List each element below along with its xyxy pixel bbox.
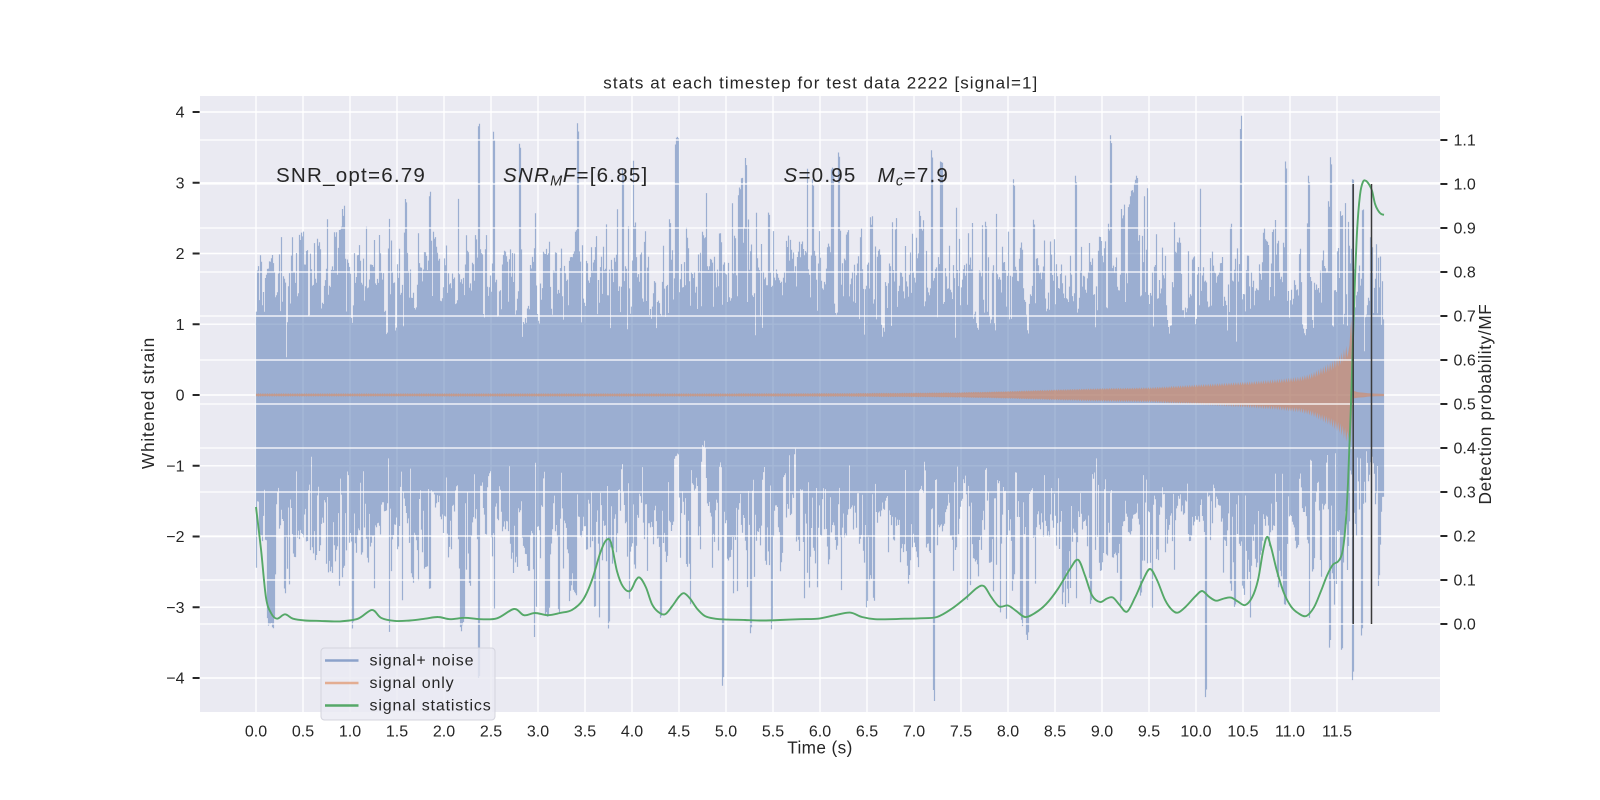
svg-text:−4: −4 xyxy=(166,671,184,688)
svg-text:0.9: 0.9 xyxy=(1454,221,1476,238)
svg-text:10.0: 10.0 xyxy=(1180,724,1211,741)
svg-text:6.0: 6.0 xyxy=(809,724,831,741)
svg-text:signal statistics: signal statistics xyxy=(370,698,492,715)
svg-text:Mc=7.9: Mc=7.9 xyxy=(878,164,950,190)
svg-text:3.5: 3.5 xyxy=(574,724,596,741)
svg-text:0.3: 0.3 xyxy=(1454,485,1476,502)
svg-text:1.0: 1.0 xyxy=(1454,177,1476,194)
svg-text:signal only: signal only xyxy=(370,675,455,692)
svg-text:0.6: 0.6 xyxy=(1454,353,1476,370)
svg-text:1.1: 1.1 xyxy=(1454,133,1476,150)
svg-text:1.0: 1.0 xyxy=(339,724,361,741)
svg-text:3.0: 3.0 xyxy=(527,724,549,741)
svg-text:5.5: 5.5 xyxy=(762,724,784,741)
svg-text:9.5: 9.5 xyxy=(1138,724,1160,741)
svg-text:5.0: 5.0 xyxy=(715,724,737,741)
svg-text:−1: −1 xyxy=(166,458,184,475)
svg-text:Time (s): Time (s) xyxy=(787,738,853,758)
svg-text:6.5: 6.5 xyxy=(856,724,878,741)
svg-text:0.0: 0.0 xyxy=(245,724,267,741)
svg-text:8.5: 8.5 xyxy=(1044,724,1066,741)
svg-text:1.5: 1.5 xyxy=(386,724,408,741)
svg-text:8.0: 8.0 xyxy=(997,724,1019,741)
svg-text:11.0: 11.0 xyxy=(1275,724,1305,741)
svg-text:0.5: 0.5 xyxy=(292,724,314,741)
svg-text:4.0: 4.0 xyxy=(621,724,643,741)
svg-text:7.5: 7.5 xyxy=(950,724,972,741)
svg-text:0.8: 0.8 xyxy=(1454,265,1476,282)
svg-text:2: 2 xyxy=(176,246,185,263)
svg-text:0.5: 0.5 xyxy=(1454,397,1476,414)
svg-text:7.0: 7.0 xyxy=(903,724,925,741)
svg-text:S=0.95: S=0.95 xyxy=(784,164,857,187)
svg-text:0.4: 0.4 xyxy=(1454,441,1476,458)
svg-text:0.7: 0.7 xyxy=(1454,309,1476,326)
svg-text:4.5: 4.5 xyxy=(668,724,690,741)
svg-text:signal+ noise: signal+ noise xyxy=(370,653,475,670)
svg-text:0.0: 0.0 xyxy=(1454,617,1476,634)
svg-text:9.0: 9.0 xyxy=(1091,724,1113,741)
svg-text:−2: −2 xyxy=(166,529,184,546)
svg-text:−3: −3 xyxy=(166,600,184,617)
svg-text:Detection probability/MF: Detection probability/MF xyxy=(1475,304,1495,505)
svg-text:stats at each timestep for tes: stats at each timestep for test data 222… xyxy=(603,73,1038,92)
svg-text:SNR_opt=6.79: SNR_opt=6.79 xyxy=(276,164,426,187)
svg-text:2.5: 2.5 xyxy=(480,724,502,741)
svg-text:0.1: 0.1 xyxy=(1454,573,1476,590)
svg-text:0.2: 0.2 xyxy=(1454,529,1476,546)
svg-text:4: 4 xyxy=(176,105,185,122)
svg-text:0: 0 xyxy=(176,388,185,405)
svg-text:11.5: 11.5 xyxy=(1322,724,1352,741)
svg-text:Whitened strain: Whitened strain xyxy=(138,337,158,469)
svg-text:SNRMF=[6.85]: SNRMF=[6.85] xyxy=(503,164,648,190)
svg-text:3: 3 xyxy=(176,175,185,192)
svg-text:1: 1 xyxy=(176,317,185,334)
svg-text:2.0: 2.0 xyxy=(433,724,455,741)
svg-text:10.5: 10.5 xyxy=(1227,724,1258,741)
